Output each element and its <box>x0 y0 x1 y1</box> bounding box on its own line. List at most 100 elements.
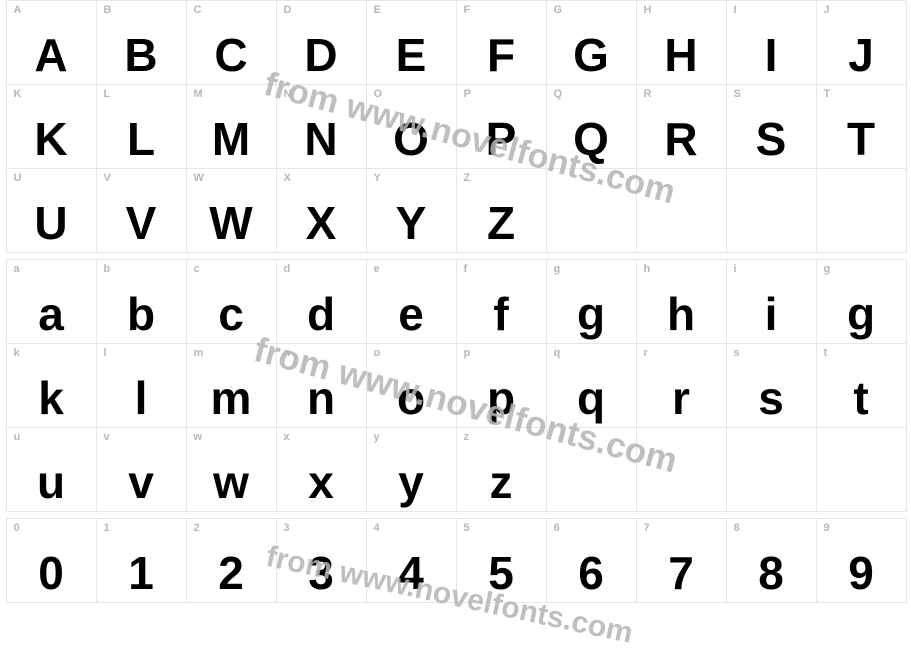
glyph-cell-label: M <box>194 89 203 100</box>
glyph-grid-uppercase: AABBCCDDEEFFGGHHIIJJKKLLMMNNOOPPQQRRSSTT… <box>6 0 906 253</box>
glyph-cell-label: R <box>644 89 652 100</box>
glyph-cell <box>637 428 727 512</box>
glyph-cell: ZZ <box>457 169 547 253</box>
glyph-cell-label: 3 <box>284 523 290 534</box>
glyph-cell-label: O <box>374 89 383 100</box>
glyph-cell-label: p <box>464 348 471 359</box>
glyph-cell: nn <box>277 344 367 428</box>
glyph-cell-glyph: l <box>97 375 186 421</box>
glyph-cell-glyph: g <box>547 291 636 337</box>
glyph-cell: XX <box>277 169 367 253</box>
glyph-cell: vv <box>97 428 187 512</box>
glyph-cell-label: 9 <box>824 523 830 534</box>
glyph-cell-label: C <box>194 5 202 16</box>
glyph-cell-label: u <box>14 432 21 443</box>
glyph-cell-glyph: W <box>187 200 276 246</box>
glyph-cell-label: c <box>194 264 200 275</box>
glyph-cell: RR <box>637 85 727 169</box>
glyph-cell-glyph: k <box>7 375 96 421</box>
glyph-cell: dd <box>277 260 367 344</box>
glyph-cell-label: z <box>464 432 470 443</box>
glyph-cell-label: i <box>734 264 737 275</box>
glyph-cell: YY <box>367 169 457 253</box>
glyph-cell-glyph: H <box>637 32 726 78</box>
glyph-cell: EE <box>367 1 457 85</box>
glyph-cell-glyph: Q <box>547 116 636 162</box>
glyph-cell-glyph: J <box>817 32 906 78</box>
glyph-cell-glyph: c <box>187 291 276 337</box>
glyph-cell: TT <box>817 85 907 169</box>
glyph-cell: QQ <box>547 85 637 169</box>
glyph-cell-label: l <box>104 348 107 359</box>
glyph-cell: xx <box>277 428 367 512</box>
glyph-cell: gg <box>547 260 637 344</box>
glyph-cell-glyph: n <box>277 375 366 421</box>
glyph-cell-glyph: 8 <box>727 550 816 596</box>
glyph-cell-glyph: b <box>97 291 186 337</box>
glyph-cell: ee <box>367 260 457 344</box>
glyph-cell: 66 <box>547 519 637 603</box>
glyph-cell-label: y <box>374 432 380 443</box>
glyph-cell-label: B <box>104 5 112 16</box>
glyph-cell-glyph: 7 <box>637 550 726 596</box>
glyph-cell-glyph: i <box>727 291 816 337</box>
glyph-cell-glyph: g <box>817 291 906 337</box>
glyph-cell: mm <box>187 344 277 428</box>
glyph-cell-label: g <box>554 264 561 275</box>
glyph-cell: ww <box>187 428 277 512</box>
glyph-cell-label: A <box>14 5 22 16</box>
glyph-cell: aa <box>7 260 97 344</box>
glyph-cell-label: 4 <box>374 523 380 534</box>
glyph-cell <box>817 428 907 512</box>
glyph-cell-glyph: m <box>187 375 276 421</box>
glyph-cell-glyph: A <box>7 32 96 78</box>
glyph-cell: 22 <box>187 519 277 603</box>
glyph-cell-glyph: Z <box>457 200 546 246</box>
glyph-cell-label: T <box>824 89 831 100</box>
glyph-cell-glyph: v <box>97 459 186 505</box>
glyph-cell-glyph: u <box>7 459 96 505</box>
glyph-grid-lowercase: aabbccddeeffgghhiiggkkllmmnnooppqqrrsstt… <box>6 259 906 512</box>
glyph-cell <box>727 169 817 253</box>
glyph-cell-glyph: K <box>7 116 96 162</box>
glyph-cell: DD <box>277 1 367 85</box>
glyph-cell-glyph: p <box>457 375 546 421</box>
glyph-cell-label: o <box>374 348 381 359</box>
font-character-map: AABBCCDDEEFFGGHHIIJJKKLLMMNNOOPPQQRRSSTT… <box>0 0 911 603</box>
glyph-cell-glyph: d <box>277 291 366 337</box>
glyph-cell-glyph: t <box>817 375 906 421</box>
glyph-cell: SS <box>727 85 817 169</box>
glyph-cell-label: n <box>284 348 291 359</box>
glyph-cell-glyph: 6 <box>547 550 636 596</box>
glyph-cell: HH <box>637 1 727 85</box>
glyph-cell-glyph: C <box>187 32 276 78</box>
glyph-cell-glyph: D <box>277 32 366 78</box>
glyph-cell: AA <box>7 1 97 85</box>
glyph-cell-glyph: e <box>367 291 456 337</box>
glyph-cell-label: m <box>194 348 204 359</box>
glyph-cell-glyph: o <box>367 375 456 421</box>
glyph-cell-label: x <box>284 432 290 443</box>
glyph-cell: MM <box>187 85 277 169</box>
glyph-cell-label: d <box>284 264 291 275</box>
glyph-cell-glyph: G <box>547 32 636 78</box>
glyph-cell-label: s <box>734 348 740 359</box>
glyph-cell-label: k <box>14 348 20 359</box>
glyph-cell-label: r <box>644 348 648 359</box>
glyph-cell-glyph: q <box>547 375 636 421</box>
glyph-cell: uu <box>7 428 97 512</box>
glyph-cell-label: K <box>14 89 22 100</box>
glyph-cell: 00 <box>7 519 97 603</box>
glyph-cell-label: g <box>824 264 831 275</box>
glyph-cell: NN <box>277 85 367 169</box>
glyph-cell: II <box>727 1 817 85</box>
glyph-cell-label: U <box>14 173 22 184</box>
glyph-cell-label: X <box>284 173 291 184</box>
glyph-cell-glyph: F <box>457 32 546 78</box>
glyph-cell: 88 <box>727 519 817 603</box>
glyph-cell-glyph: M <box>187 116 276 162</box>
glyph-cell-label: 2 <box>194 523 200 534</box>
glyph-cell-glyph: 9 <box>817 550 906 596</box>
glyph-cell: yy <box>367 428 457 512</box>
glyph-cell-glyph: U <box>7 200 96 246</box>
